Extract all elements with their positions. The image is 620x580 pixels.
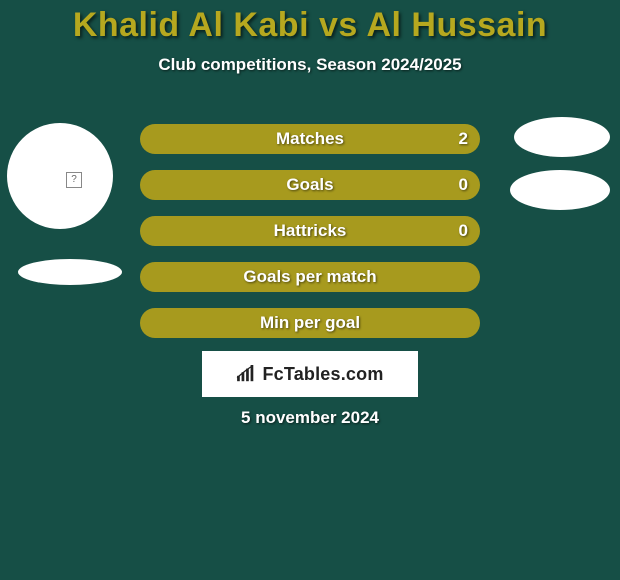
page-title: Khalid Al Kabi vs Al Hussain bbox=[0, 0, 620, 45]
stats-container: Matches 2 Goals 0 Hattricks 0 Goals per … bbox=[140, 124, 480, 354]
stat-row-matches: Matches 2 bbox=[140, 124, 480, 154]
stat-row-goals: Goals 0 bbox=[140, 170, 480, 200]
comparison-infographic: Khalid Al Kabi vs Al Hussain Club compet… bbox=[0, 0, 620, 580]
stat-label: Min per goal bbox=[260, 313, 360, 333]
player-left-shadow bbox=[18, 259, 122, 285]
stat-row-hattricks: Hattricks 0 bbox=[140, 216, 480, 246]
brand-badge: FcTables.com bbox=[202, 351, 418, 397]
player-right-avatar bbox=[514, 117, 610, 157]
broken-image-icon: ? bbox=[66, 172, 82, 188]
stat-label: Goals bbox=[286, 175, 333, 195]
footer-date: 5 november 2024 bbox=[0, 408, 620, 428]
brand-name: FcTables.com bbox=[262, 364, 383, 385]
stat-label: Goals per match bbox=[243, 267, 376, 287]
stat-row-min-per-goal: Min per goal bbox=[140, 308, 480, 338]
stat-label: Matches bbox=[276, 129, 344, 149]
stat-value-right: 2 bbox=[459, 129, 468, 149]
stat-value-right: 0 bbox=[459, 175, 468, 195]
chart-bars-icon bbox=[236, 365, 258, 383]
player-left-avatar: ? bbox=[7, 123, 113, 229]
page-subtitle: Club competitions, Season 2024/2025 bbox=[0, 55, 620, 75]
stat-value-right: 0 bbox=[459, 221, 468, 241]
player-right-shadow bbox=[510, 170, 610, 210]
stat-label: Hattricks bbox=[274, 221, 347, 241]
stat-row-goals-per-match: Goals per match bbox=[140, 262, 480, 292]
